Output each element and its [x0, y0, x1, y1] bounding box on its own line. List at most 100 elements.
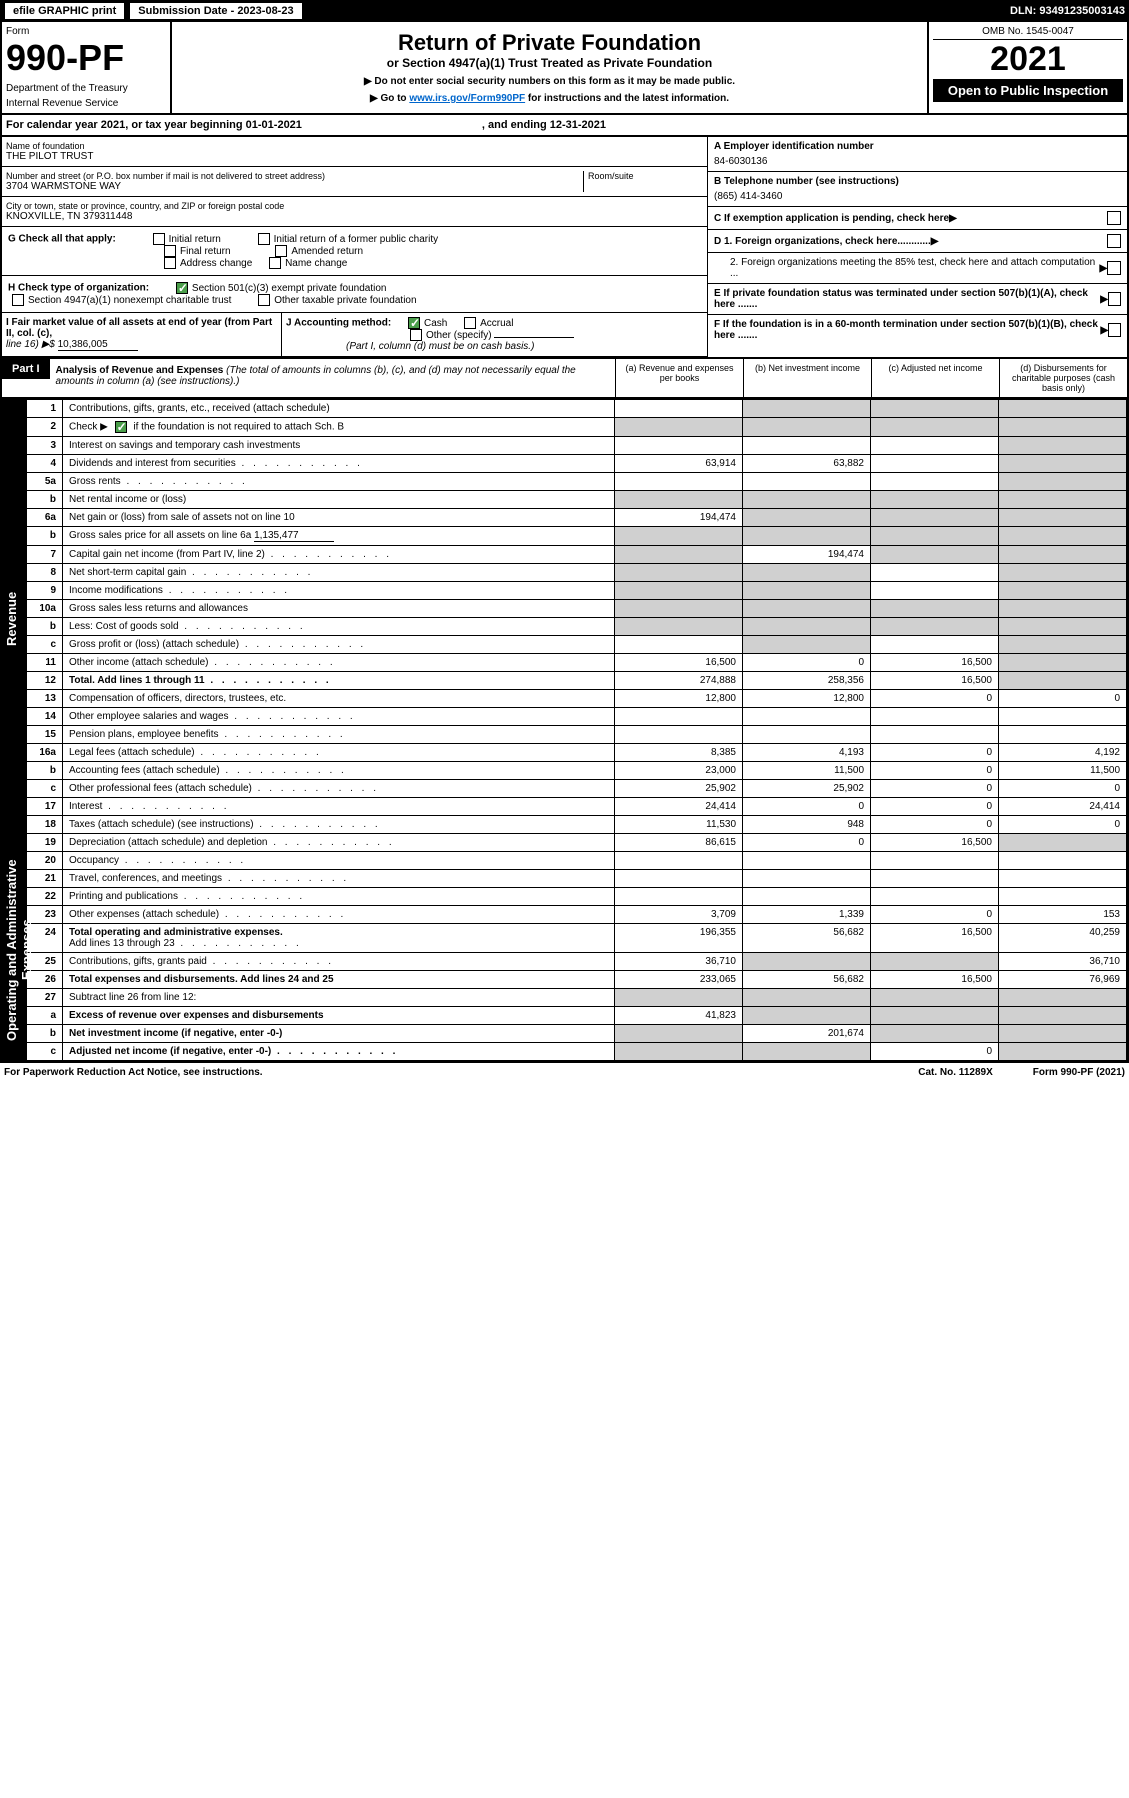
- row-10b: bLess: Cost of goods sold: [27, 618, 1127, 636]
- calendar-begin: For calendar year 2021, or tax year begi…: [6, 119, 302, 131]
- row-9: 9Income modifications: [27, 582, 1127, 600]
- row-20: 20Occupancy: [27, 852, 1127, 870]
- row-5b: bNet rental income or (loss): [27, 491, 1127, 509]
- fmv-value: 10,386,005: [58, 339, 138, 351]
- amended-checkbox[interactable]: [275, 245, 287, 257]
- schb-checkbox[interactable]: [115, 421, 127, 433]
- foundation-name-cell: Name of foundation THE PILOT TRUST: [2, 137, 707, 167]
- row-10c: cGross profit or (loss) (attach schedule…: [27, 636, 1127, 654]
- row-12: 12Total. Add lines 1 through 11274,88825…: [27, 672, 1127, 690]
- row-27a: aExcess of revenue over expenses and dis…: [27, 1007, 1127, 1025]
- e-checkbox[interactable]: [1108, 292, 1121, 306]
- row-17: 17Interest24,4140024,414: [27, 798, 1127, 816]
- row-27: 27Subtract line 26 from line 12:: [27, 989, 1127, 1007]
- d2-checkbox[interactable]: [1107, 261, 1121, 275]
- footer: For Paperwork Reduction Act Notice, see …: [0, 1063, 1129, 1082]
- part1-label: Part I: [2, 359, 50, 379]
- dept-treasury: Department of the Treasury: [6, 83, 166, 94]
- row-25: 25Contributions, gifts, grants paid36,71…: [27, 953, 1127, 971]
- ein-label: A Employer identification number: [714, 141, 874, 152]
- section-g: G Check all that apply: Initial return I…: [2, 227, 707, 276]
- ein-value: 84-6030136: [714, 156, 767, 167]
- form-number: 990-PF: [6, 37, 166, 79]
- revenue-side-label: Revenue: [2, 399, 26, 839]
- c-checkbox[interactable]: [1107, 211, 1121, 225]
- paperwork-notice: For Paperwork Reduction Act Notice, see …: [4, 1067, 263, 1078]
- row-27b: bNet investment income (if negative, ent…: [27, 1025, 1127, 1043]
- other-method-checkbox[interactable]: [410, 329, 422, 341]
- col-d-header: (d) Disbursements for charitable purpose…: [999, 359, 1127, 397]
- address-change-checkbox[interactable]: [164, 257, 176, 269]
- expenses-side-label: Operating and Administrative Expenses: [2, 839, 26, 1061]
- tax-year: 2021: [933, 40, 1123, 79]
- row-6a: 6aNet gain or (loss) from sale of assets…: [27, 509, 1127, 527]
- instr-link: ▶ Go to www.irs.gov/Form990PF for instru…: [180, 93, 919, 104]
- name-change-checkbox[interactable]: [269, 257, 281, 269]
- phone-label: B Telephone number (see instructions): [714, 176, 899, 187]
- row-3: 3Interest on savings and temporary cash …: [27, 437, 1127, 455]
- section-d1: D 1. Foreign organizations, check here..…: [714, 236, 931, 247]
- section-d2: 2. Foreign organizations meeting the 85%…: [714, 257, 1100, 279]
- city-state-zip: KNOXVILLE, TN 379311448: [6, 211, 703, 222]
- row-7: 7Capital gain net income (from Part IV, …: [27, 546, 1127, 564]
- row-19: 19Depreciation (attach schedule) and dep…: [27, 834, 1127, 852]
- 4947-checkbox[interactable]: [12, 294, 24, 306]
- row-16c: cOther professional fees (attach schedul…: [27, 780, 1127, 798]
- submission-date: Submission Date - 2023-08-23: [129, 2, 302, 20]
- f-checkbox[interactable]: [1108, 323, 1121, 337]
- row-10a: 10aGross sales less returns and allowanc…: [27, 600, 1127, 618]
- row-21: 21Travel, conferences, and meetings: [27, 870, 1127, 888]
- section-c: C If exemption application is pending, c…: [714, 213, 949, 224]
- calendar-year-row: For calendar year 2021, or tax year begi…: [0, 115, 1129, 137]
- row-26: 26Total expenses and disbursements. Add …: [27, 971, 1127, 989]
- row-24: 24Total operating and administrative exp…: [27, 924, 1127, 953]
- row-6b: bGross sales price for all assets on lin…: [27, 527, 1127, 546]
- row-27c: cAdjusted net income (if negative, enter…: [27, 1043, 1127, 1061]
- dln-number: DLN: 93491235003143: [1010, 5, 1125, 17]
- other-taxable-checkbox[interactable]: [258, 294, 270, 306]
- irs-label: Internal Revenue Service: [6, 98, 166, 109]
- part1-header: Part I Analysis of Revenue and Expenses …: [0, 359, 1129, 399]
- row-1: 1Contributions, gifts, grants, etc., rec…: [27, 400, 1127, 418]
- room-label: Room/suite: [588, 171, 703, 181]
- initial-former-checkbox[interactable]: [258, 233, 270, 245]
- irs-link[interactable]: www.irs.gov/Form990PF: [409, 93, 525, 104]
- form-title-block: Return of Private Foundation or Section …: [172, 22, 927, 113]
- address-row: Number and street (or P.O. box number if…: [2, 167, 707, 197]
- phone-value: (865) 414-3460: [714, 191, 782, 202]
- col-b-header: (b) Net investment income: [743, 359, 871, 397]
- form-year-block: OMB No. 1545-0047 2021 Open to Public In…: [927, 22, 1127, 113]
- accrual-checkbox[interactable]: [464, 317, 476, 329]
- form-number-block: Form 990-PF Department of the Treasury I…: [2, 22, 172, 113]
- 501c3-checkbox[interactable]: [176, 282, 188, 294]
- city-cell: City or town, state or province, country…: [2, 197, 707, 227]
- row-16b: bAccounting fees (attach schedule)23,000…: [27, 762, 1127, 780]
- row-8: 8Net short-term capital gain: [27, 564, 1127, 582]
- row-14: 14Other employee salaries and wages: [27, 708, 1127, 726]
- col-a-header: (a) Revenue and expenses per books: [615, 359, 743, 397]
- efile-button[interactable]: efile GRAPHIC print: [4, 2, 125, 20]
- final-return-checkbox[interactable]: [164, 245, 176, 257]
- initial-return-checkbox[interactable]: [153, 233, 165, 245]
- row-11: 11Other income (attach schedule)16,50001…: [27, 654, 1127, 672]
- cash-checkbox[interactable]: [408, 317, 420, 329]
- main-table-wrap: Revenue Operating and Administrative Exp…: [0, 399, 1129, 1063]
- info-section: Name of foundation THE PILOT TRUST Numbe…: [0, 137, 1129, 359]
- row-18: 18Taxes (attach schedule) (see instructi…: [27, 816, 1127, 834]
- open-public-badge: Open to Public Inspection: [933, 79, 1123, 102]
- row-4: 4Dividends and interest from securities6…: [27, 455, 1127, 473]
- form-header: Form 990-PF Department of the Treasury I…: [0, 22, 1129, 115]
- d1-checkbox[interactable]: [1107, 234, 1121, 248]
- section-h: H Check type of organization: Section 50…: [2, 276, 707, 313]
- foundation-name: THE PILOT TRUST: [6, 151, 703, 162]
- section-f: F If the foundation is in a 60-month ter…: [714, 319, 1101, 341]
- calendar-end: , and ending 12-31-2021: [482, 119, 606, 131]
- row-16a: 16aLegal fees (attach schedule)8,3854,19…: [27, 744, 1127, 762]
- row-13: 13Compensation of officers, directors, t…: [27, 690, 1127, 708]
- header-bar: efile GRAPHIC print Submission Date - 20…: [0, 0, 1129, 22]
- cat-number: Cat. No. 11289X: [918, 1067, 992, 1078]
- form-ref: Form 990-PF (2021): [1033, 1067, 1125, 1078]
- instr-ssn: ▶ Do not enter social security numbers o…: [180, 76, 919, 87]
- omb-number: OMB No. 1545-0047: [933, 26, 1123, 40]
- street-address: 3704 WARMSTONE WAY: [6, 181, 583, 192]
